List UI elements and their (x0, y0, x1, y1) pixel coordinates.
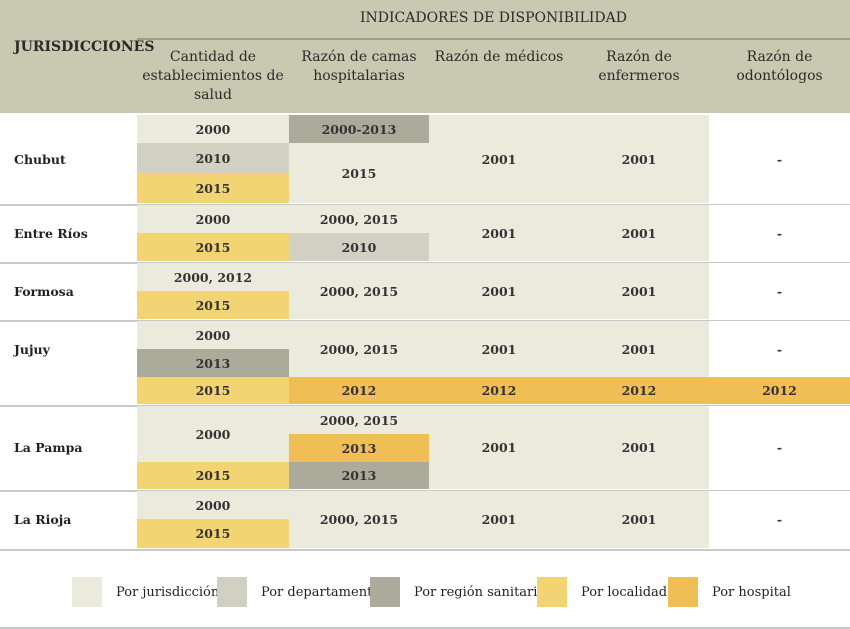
legend-swatch (370, 577, 400, 607)
jurisdiction-name: Entre Ríos (14, 225, 88, 241)
table-cell: 2001 (569, 115, 709, 203)
table-cell: 2001 (429, 263, 569, 319)
table-cell: 2000 (137, 491, 289, 519)
table-cell: - (709, 491, 850, 548)
header-col-camas: Razón de camas hospitalarias (301, 49, 417, 84)
table-cell: - (709, 205, 850, 261)
table-cell: 2012 (709, 377, 850, 404)
legend-label: Por jurisdicción (116, 584, 220, 600)
table-cell: 2001 (429, 491, 569, 548)
legend-label: Por departamento (261, 584, 381, 600)
table-cell: 2001 (429, 115, 569, 203)
jurisdiction-name: Jujuy (14, 341, 50, 357)
jurisdiction-name: La Rioja (14, 512, 72, 527)
table-cell: 2000 (137, 205, 289, 233)
table-cell: 2015 (137, 377, 289, 404)
table-cell: - (709, 406, 850, 489)
legend-label: Por región sanitaria (414, 584, 546, 600)
legend-swatch (537, 577, 567, 607)
legend-item: Por departamento (217, 577, 380, 607)
header-col-medicos: Razón de médicos (434, 49, 564, 65)
header-divider (137, 38, 850, 40)
table-header (0, 0, 850, 113)
legend-item: Por hospital (668, 577, 791, 607)
table-cell: 2001 (569, 205, 709, 261)
table-cell: 2012 (289, 377, 429, 404)
table-cell: 2013 (289, 462, 429, 489)
table-cell: - (709, 263, 850, 319)
table-cell: 2000 (137, 115, 289, 143)
header-jurisdicciones: JURISDICCIONES (14, 39, 155, 55)
table-cell: 2015 (137, 291, 289, 319)
header-col-establecimientos: Cantidad de establecimientos de salud (142, 49, 284, 103)
table-cell: - (709, 321, 850, 377)
table-cell: 2000-2013 (289, 115, 429, 143)
table-cell: 2000, 2015 (289, 491, 429, 548)
row-divider (0, 549, 850, 551)
table-cell: 2012 (429, 377, 569, 404)
table-cell: 2015 (137, 233, 289, 261)
table-cell: 2001 (569, 321, 709, 377)
table-cell: 2000 (137, 321, 289, 349)
jurisdiction-name: La Pampa (14, 440, 83, 455)
table-cell: 2013 (289, 434, 429, 462)
bottom-rule (0, 627, 850, 629)
table-cell: 2001 (429, 205, 569, 261)
table-cell: 2015 (289, 143, 429, 203)
table-cell: 2000, 2012 (137, 263, 289, 291)
header-group-title: INDICADORES DE DISPONIBILIDAD (360, 10, 627, 26)
legend-label: Por localidad (581, 584, 668, 600)
table-cell: 2010 (137, 143, 289, 173)
table-cell: 2015 (137, 173, 289, 203)
header-col-odontologos: Razón de odontólogos (736, 49, 823, 84)
legend-swatch (668, 577, 698, 607)
jurisdiction-name: Formosa (14, 283, 74, 299)
table-cell: 2001 (569, 263, 709, 319)
table-cell: 2012 (569, 377, 709, 404)
legend-item: Por localidad (537, 577, 667, 607)
table-cell: 2000, 2015 (289, 205, 429, 233)
table-cell: - (709, 115, 850, 203)
table-cell: 2000, 2015 (289, 406, 429, 434)
table-cell: 2000, 2015 (289, 263, 429, 319)
legend-label: Por hospital (712, 584, 791, 600)
table-cell: 2001 (569, 491, 709, 548)
table-cell: 2001 (429, 406, 569, 489)
table-cell: 2015 (137, 462, 289, 489)
table-cell: 2001 (569, 406, 709, 489)
jurisdiction-name: Chubut (14, 151, 66, 167)
table-cell: 2000, 2015 (289, 321, 429, 377)
table-cell: 2010 (289, 233, 429, 261)
table-cell: 2013 (137, 349, 289, 377)
header-col-enfermeros: Razón de enfermeros (598, 49, 680, 84)
table-cell: 2015 (137, 519, 289, 548)
legend-item: Por jurisdicción (72, 577, 219, 607)
legend-item: Por región sanitaria (370, 577, 545, 607)
table-cell: 2000 (137, 406, 289, 462)
legend-swatch (72, 577, 102, 607)
legend-swatch (217, 577, 247, 607)
table-cell: 2001 (429, 321, 569, 377)
